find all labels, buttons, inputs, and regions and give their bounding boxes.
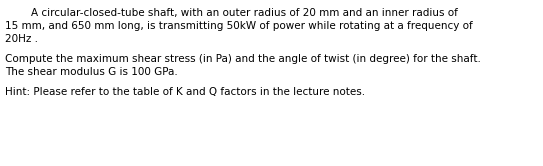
Text: The shear modulus G is 100 GPa.: The shear modulus G is 100 GPa.: [5, 67, 178, 77]
Text: A circular-closed-tube shaft, with an outer radius of 20 mm and an inner radius : A circular-closed-tube shaft, with an ou…: [5, 8, 458, 18]
Text: Compute the maximum shear stress (in Pa) and the angle of twist (in degree) for : Compute the maximum shear stress (in Pa)…: [5, 54, 481, 64]
Text: Hint: Please refer to the table of K and Q factors in the lecture notes.: Hint: Please refer to the table of K and…: [5, 87, 365, 97]
Text: 15 mm, and 650 mm long, is transmitting 50kW of power while rotating at a freque: 15 mm, and 650 mm long, is transmitting …: [5, 21, 473, 31]
Text: 20Hz .: 20Hz .: [5, 34, 38, 44]
